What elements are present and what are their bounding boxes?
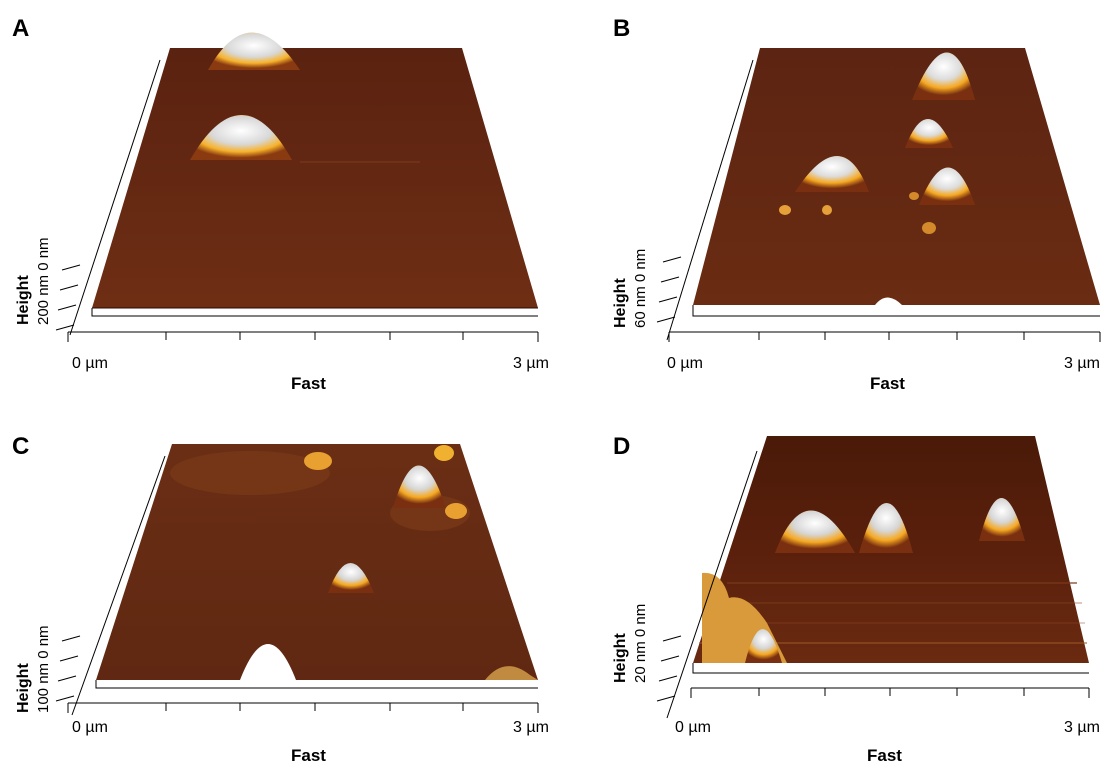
z-axis-label: Height [15, 275, 32, 325]
panel-label: D [613, 433, 631, 460]
panel-a: A 0 µm 3 µm F [0, 0, 557, 393]
x-min-label: 0 µm [72, 719, 108, 736]
afm-surface-image [55, 444, 539, 716]
x-min-label: 0 µm [667, 355, 703, 372]
x-axis-label: Fast [870, 374, 905, 393]
z-axis-label: Height [612, 633, 629, 683]
x-min-label: 0 µm [675, 719, 711, 736]
z-axis-label: Height [15, 663, 32, 713]
panel-label: A [12, 15, 30, 42]
z-scale-label: 20 nm 0 nm [632, 603, 649, 683]
z-axis-label: Height [612, 278, 629, 328]
afm-surface-image [55, 32, 539, 342]
panel-label: B [613, 15, 631, 42]
panel-c: C 0 µm [0, 383, 557, 766]
z-scale-label: 100 nm 0 nm [35, 625, 52, 713]
x-min-label: 0 µm [72, 355, 108, 372]
z-scale-label: 200 nm 0 nm [35, 237, 52, 325]
x-max-label: 3 µm [1064, 355, 1100, 372]
x-max-label: 3 µm [513, 355, 549, 372]
panel-label: C [12, 433, 30, 460]
x-axis-label: Fast [291, 374, 326, 393]
afm-surface-image [656, 48, 1101, 342]
x-axis-label: Fast [867, 746, 902, 765]
afm-surface-image [656, 436, 1090, 719]
x-max-label: 3 µm [1064, 719, 1100, 736]
z-scale-label: 60 nm 0 nm [632, 248, 649, 328]
x-max-label: 3 µm [513, 719, 549, 736]
panel-b: B 0 µm [557, 0, 1114, 393]
panel-d: D 0 µm [557, 383, 1114, 766]
x-axis-label: Fast [291, 746, 326, 765]
